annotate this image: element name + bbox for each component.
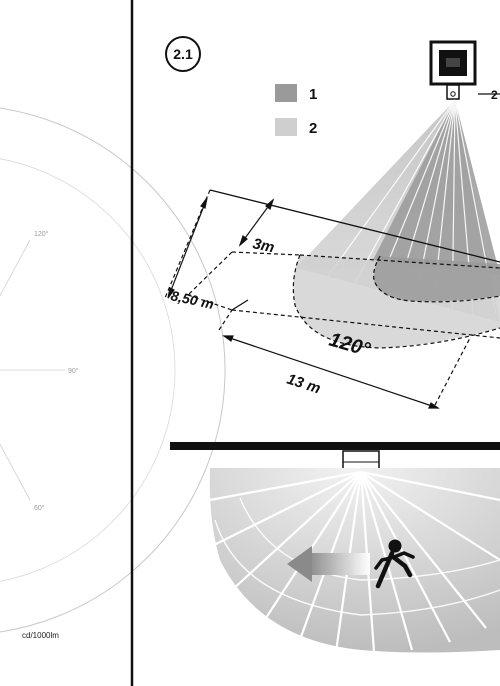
dim-arrow-8-50m bbox=[167, 197, 208, 299]
ground-zone-1 bbox=[373, 256, 500, 302]
walking-person-icon bbox=[374, 539, 415, 589]
ground-solid-edges bbox=[209, 189, 500, 311]
polar-label-120: 120° bbox=[34, 230, 49, 238]
detection-fan-rays bbox=[209, 470, 500, 653]
floodlight-led bbox=[446, 58, 460, 67]
dim-label-3m: 3m bbox=[251, 235, 276, 256]
polar-inner-ring bbox=[0, 158, 176, 582]
dim-label-13m: 13 m bbox=[285, 371, 323, 398]
legend-label-1: 1 bbox=[309, 86, 317, 103]
detection-fan-arcs bbox=[214, 497, 500, 616]
figure-badge: 2.1 bbox=[165, 36, 201, 72]
polar-outer-ring bbox=[0, 107, 226, 633]
polar-axis-120 bbox=[0, 239, 31, 297]
legend-swatch-1 bbox=[275, 84, 297, 102]
floodlight-icon: 2 bbox=[429, 40, 500, 102]
dim-arrow-13m bbox=[223, 335, 439, 409]
polar-axis-60 bbox=[0, 443, 31, 501]
side-view bbox=[170, 442, 500, 653]
figure-number: 2.1 bbox=[173, 46, 193, 62]
beam-cone-zone-1 bbox=[372, 100, 500, 275]
polar-diagram: 120° 90° 60° cd/1000lm bbox=[0, 107, 226, 640]
polar-unit-label: cd/1000lm bbox=[22, 631, 59, 640]
legend: 1 2 bbox=[275, 84, 317, 137]
polar-label-90: 90° bbox=[68, 367, 79, 375]
polar-label-60: 60° bbox=[34, 504, 45, 512]
dim-label-8-50m: 8,50 m bbox=[169, 287, 215, 312]
dimension-arrows bbox=[167, 197, 440, 409]
mounting-surface bbox=[170, 442, 500, 450]
ground-dashed-outlines bbox=[164, 189, 500, 406]
legend-label-2: 2 bbox=[309, 120, 317, 137]
legend-swatch-2 bbox=[275, 118, 297, 136]
sensor-lens bbox=[450, 91, 456, 97]
callout-number: 2 bbox=[491, 88, 498, 102]
figure-badge-circle bbox=[165, 36, 201, 72]
motion-arrow-icon bbox=[287, 546, 370, 582]
